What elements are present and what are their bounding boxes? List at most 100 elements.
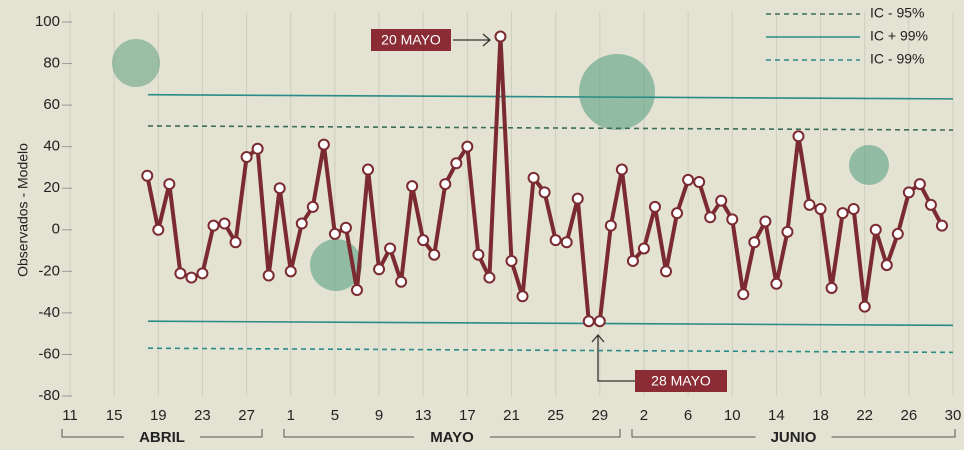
data-point [208, 221, 218, 231]
y-tick-label: 20 [43, 179, 60, 196]
annotation: 28 MAYO [651, 373, 711, 389]
data-point [374, 264, 384, 274]
chart: Observados - Modelo 20 MAYO 28 MAYO 1115… [0, 0, 964, 450]
data-point [672, 208, 682, 218]
x-tick-label: 21 [503, 407, 520, 424]
data-point [628, 256, 638, 266]
virus-icon [112, 39, 160, 87]
data-point [286, 266, 296, 276]
data-point [418, 235, 428, 245]
month-label: MAYO [430, 429, 474, 446]
x-tick-label: 22 [856, 407, 873, 424]
month-label: ABRIL [139, 429, 185, 446]
data-point [650, 202, 660, 212]
data-point [683, 175, 693, 185]
data-point [429, 250, 439, 260]
x-tick-label: 29 [591, 407, 608, 424]
data-point [926, 200, 936, 210]
x-tick-label: 5 [331, 407, 339, 424]
data-point [407, 181, 417, 191]
virus-icon [579, 54, 655, 130]
data-point [275, 183, 285, 193]
data-point [462, 142, 472, 152]
data-point [175, 268, 185, 278]
data-point [871, 225, 881, 235]
data-point [242, 152, 252, 162]
y-tick-label: -40 [38, 304, 60, 321]
data-point [385, 243, 395, 253]
data-point [838, 208, 848, 218]
data-point [727, 214, 737, 224]
x-tick-label: 17 [459, 407, 476, 424]
x-tick-label: 25 [547, 407, 564, 424]
data-point [793, 131, 803, 141]
legend-label: IC - 99% [870, 51, 924, 67]
x-tick-label: 30 [945, 407, 962, 424]
data-point [540, 187, 550, 197]
data-point [937, 221, 947, 231]
y-tick-label: 100 [35, 13, 60, 30]
y-tick-label: -60 [38, 345, 60, 362]
data-point [639, 243, 649, 253]
data-point [716, 196, 726, 206]
data-point [451, 158, 461, 168]
x-tick-label: 14 [768, 407, 785, 424]
data-point [771, 279, 781, 289]
data-point [341, 223, 351, 233]
data-point [507, 256, 517, 266]
data-point [264, 270, 274, 280]
data-point [782, 227, 792, 237]
data-point [882, 260, 892, 270]
x-tick-label: 13 [415, 407, 432, 424]
x-tick-label: 10 [724, 407, 741, 424]
data-point [330, 229, 340, 239]
data-point [231, 237, 241, 247]
data-point [705, 212, 715, 222]
data-point [197, 268, 207, 278]
data-point [297, 219, 307, 229]
x-tick-label: 27 [238, 407, 255, 424]
data-point [694, 177, 704, 187]
data-point [584, 316, 594, 326]
x-tick-label: 18 [812, 407, 829, 424]
data-point [495, 32, 505, 42]
data-point [484, 273, 494, 283]
x-tick-label: 2 [640, 407, 648, 424]
virus-icon [849, 145, 889, 185]
y-tick-label: 0 [52, 221, 60, 238]
x-tick-label: 1 [287, 407, 295, 424]
y-tick-label: 80 [43, 55, 60, 72]
data-point [661, 266, 671, 276]
data-point [606, 221, 616, 231]
x-tick-label: 23 [194, 407, 211, 424]
x-tick-label: 9 [375, 407, 383, 424]
y-tick-label: 40 [43, 138, 60, 155]
data-point [915, 179, 925, 189]
data-point [142, 171, 152, 181]
data-point [738, 289, 748, 299]
y-tick-label: -20 [38, 262, 60, 279]
x-tick-label: 6 [684, 407, 692, 424]
data-point [473, 250, 483, 260]
data-point [253, 144, 263, 154]
data-point [805, 200, 815, 210]
data-point [749, 237, 759, 247]
data-point [220, 219, 230, 229]
data-point [529, 173, 539, 183]
x-tick-label: 11 [62, 407, 78, 424]
data-point [595, 316, 605, 326]
y-tick-label: 60 [43, 96, 60, 113]
data-point [440, 179, 450, 189]
x-tick-label: 19 [150, 407, 167, 424]
data-point [308, 202, 318, 212]
data-point [396, 277, 406, 287]
data-point [827, 283, 837, 293]
data-point [352, 285, 362, 295]
data-point [760, 216, 770, 226]
data-point [617, 165, 627, 175]
data-point [363, 165, 373, 175]
month-label: JUNIO [771, 429, 817, 446]
data-point [186, 273, 196, 283]
legend-label: IC + 99% [870, 28, 928, 44]
data-point [164, 179, 174, 189]
